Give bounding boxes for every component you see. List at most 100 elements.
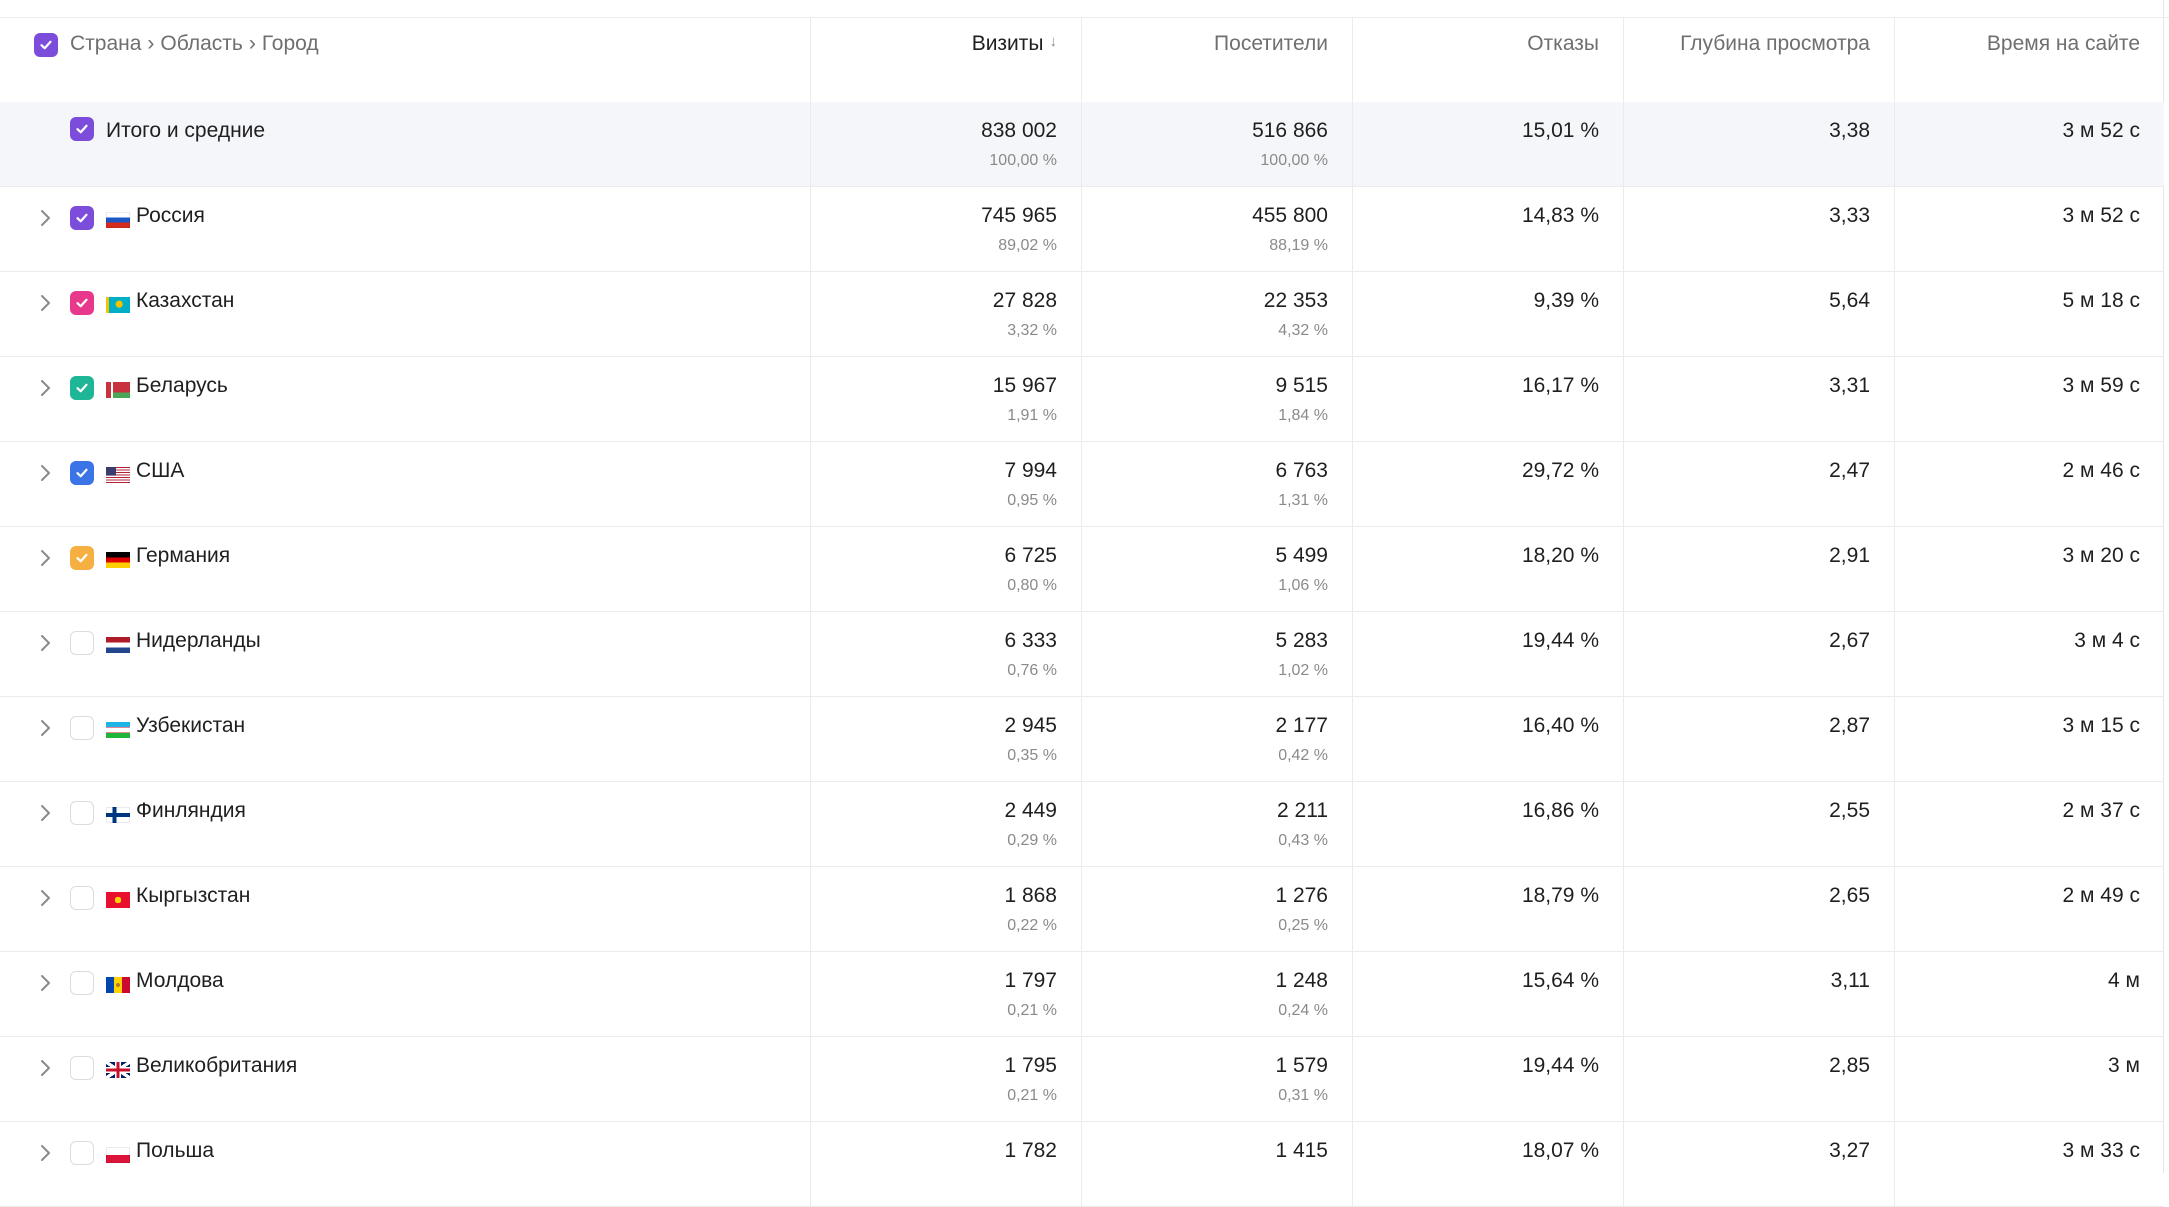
visitors-value: 22 353	[1263, 289, 1328, 312]
table-row-7[interactable]: Узбекистан 2 945 0,35 % 2 177 0,42 % 16,…	[0, 697, 2164, 782]
visitors-pct: 0,42 %	[1278, 747, 1328, 764]
row-checkbox[interactable]	[70, 1141, 94, 1165]
country-name[interactable]: Нидерланды	[136, 629, 261, 652]
dimension-cell: Молдова	[0, 952, 810, 1036]
country-name[interactable]: Беларусь	[136, 374, 228, 397]
country-name[interactable]: Кыргызстан	[136, 884, 251, 907]
row-checkbox[interactable]	[70, 461, 94, 485]
expand-chevron-icon[interactable]	[36, 546, 56, 570]
column-label-visits: Визиты	[971, 32, 1044, 55]
bounce-value: 19,44 %	[1521, 629, 1599, 652]
country-name[interactable]: Молдова	[136, 969, 224, 992]
time-value: 2 м 46 с	[2062, 459, 2140, 482]
column-header-visitors[interactable]: Посетители	[1081, 18, 1352, 102]
depth-value: 5,64	[1829, 289, 1870, 312]
expand-chevron-icon[interactable]	[36, 206, 56, 230]
expand-chevron-icon[interactable]	[36, 376, 56, 400]
country-name[interactable]: Казахстан	[136, 289, 235, 312]
totals-row: Итого и средние 838 002 100,00 % 516 866…	[0, 102, 2164, 187]
row-checkbox[interactable]	[70, 971, 94, 995]
visitors-cell: 2 211 0,43 %	[1081, 782, 1352, 866]
bounce-value: 16,17 %	[1521, 374, 1599, 397]
row-checkbox[interactable]	[70, 1056, 94, 1080]
visits-cell: 2 945 0,35 %	[810, 697, 1081, 781]
table-row-2[interactable]: Казахстан 27 828 3,32 % 22 353 4,32 % 9,…	[0, 272, 2164, 357]
row-checkbox[interactable]	[70, 631, 94, 655]
time-cell: 3 м 59 с	[1894, 357, 2164, 441]
visitors-pct: 0,24 %	[1278, 1002, 1328, 1019]
country-name[interactable]: Финляндия	[136, 799, 246, 822]
bounce-value: 18,07 %	[1521, 1139, 1599, 1162]
expand-chevron-icon[interactable]	[36, 1141, 56, 1165]
column-header-visits[interactable]: Визиты ↓	[810, 18, 1081, 102]
row-checkbox[interactable]	[70, 886, 94, 910]
table-row-1[interactable]: Россия 745 965 89,02 % 455 800 88,19 % 1…	[0, 187, 2164, 272]
totals-label: Итого и средние	[106, 119, 266, 142]
depth-value: 3,11	[1830, 969, 1870, 992]
country-name[interactable]: Россия	[136, 204, 205, 227]
country-name[interactable]: США	[136, 459, 185, 482]
table-row-4[interactable]: США 7 994 0,95 % 6 763 1,31 % 29,72 % 2,…	[0, 442, 2164, 527]
time-cell: 3 м 15 с	[1894, 697, 2164, 781]
table-row-9[interactable]: Кыргызстан 1 868 0,22 % 1 276 0,25 % 18,…	[0, 867, 2164, 952]
row-checkbox[interactable]	[70, 291, 94, 315]
breadcrumb-city[interactable]: Город	[261, 32, 319, 55]
visitors-cell: 455 800 88,19 %	[1081, 187, 1352, 271]
expand-chevron-icon[interactable]	[36, 971, 56, 995]
flag-kazakhstan-icon	[106, 297, 130, 313]
bounce-cell: 19,44 %	[1352, 1037, 1623, 1121]
country-name[interactable]: Узбекистан	[136, 714, 246, 737]
time-cell: 5 м 18 с	[1894, 272, 2164, 356]
expand-chevron-icon[interactable]	[36, 631, 56, 655]
expand-chevron-icon[interactable]	[36, 1056, 56, 1080]
visitors-pct: 0,31 %	[1278, 1087, 1328, 1104]
time-value: 3 м 4 с	[2074, 629, 2140, 652]
time-value: 5 м 18 с	[2062, 289, 2140, 312]
table-row-3[interactable]: Беларусь 15 967 1,91 % 9 515 1,84 % 16,1…	[0, 357, 2164, 442]
table-row-8[interactable]: Финляндия 2 449 0,29 % 2 211 0,43 % 16,8…	[0, 782, 2164, 867]
row-checkbox[interactable]	[70, 546, 94, 570]
select-all-checkbox[interactable]	[34, 33, 58, 57]
column-header-depth[interactable]: Глубина просмотра	[1623, 18, 1894, 102]
expand-chevron-icon[interactable]	[36, 716, 56, 740]
depth-cell: 3,31	[1623, 357, 1894, 441]
visitors-value: 6 763	[1275, 459, 1328, 482]
visits-cell: 1 795 0,21 %	[810, 1037, 1081, 1121]
breadcrumb-region[interactable]: Область	[160, 32, 243, 55]
depth-value: 3,31	[1829, 374, 1870, 397]
row-checkbox[interactable]	[70, 376, 94, 400]
visits-pct: 0,29 %	[1007, 832, 1057, 849]
visitors-value: 5 499	[1275, 544, 1328, 567]
totals-bounce-cell: 15,01 %	[1352, 102, 1623, 186]
depth-value: 2,55	[1829, 799, 1870, 822]
country-name[interactable]: Великобритания	[136, 1054, 298, 1077]
country-name[interactable]: Польша	[136, 1139, 215, 1162]
time-value: 3 м 33 с	[2062, 1139, 2140, 1162]
column-header-bounce[interactable]: Отказы	[1352, 18, 1623, 102]
table-row-10[interactable]: Молдова 1 797 0,21 % 1 248 0,24 % 15,64 …	[0, 952, 2164, 1037]
visitors-value: 1 248	[1275, 969, 1328, 992]
checkmark-icon	[76, 298, 88, 308]
visits-pct: 1,91 %	[1007, 407, 1057, 424]
table-row-5[interactable]: Германия 6 725 0,80 % 5 499 1,06 % 18,20…	[0, 527, 2164, 612]
dimension-cell: Польша	[0, 1122, 810, 1206]
visits-value: 7 994	[1004, 459, 1057, 482]
column-header-time[interactable]: Время на сайте	[1894, 18, 2164, 102]
row-checkbox[interactable]	[70, 716, 94, 740]
table-row-12[interactable]: Польша 1 782 1 415 18,07 % 3,27 3 м 33 с	[0, 1122, 2164, 1207]
table-row-6[interactable]: Нидерланды 6 333 0,76 % 5 283 1,02 % 19,…	[0, 612, 2164, 697]
expand-chevron-icon[interactable]	[36, 291, 56, 315]
row-checkbox[interactable]	[70, 801, 94, 825]
breadcrumb-separator: ›	[147, 32, 155, 55]
column-label-depth: Глубина просмотра	[1680, 32, 1870, 55]
breadcrumb-country[interactable]: Страна	[70, 32, 142, 55]
totals-checkbox[interactable]	[70, 117, 94, 141]
breadcrumb: Страна › Область › Город	[70, 32, 319, 56]
country-name[interactable]: Германия	[136, 544, 231, 567]
bounce-cell: 16,17 %	[1352, 357, 1623, 441]
expand-chevron-icon[interactable]	[36, 801, 56, 825]
row-checkbox[interactable]	[70, 206, 94, 230]
expand-chevron-icon[interactable]	[36, 886, 56, 910]
table-row-11[interactable]: Великобритания 1 795 0,21 % 1 579 0,31 %…	[0, 1037, 2164, 1122]
expand-chevron-icon[interactable]	[36, 461, 56, 485]
